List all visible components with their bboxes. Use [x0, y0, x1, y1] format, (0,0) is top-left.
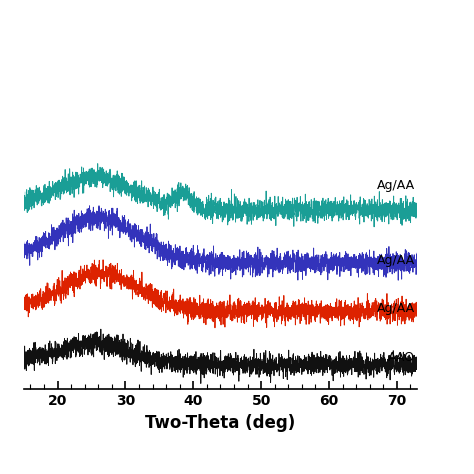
- Text: Ag/AA: Ag/AA: [377, 179, 415, 192]
- Text: AAO: AAO: [388, 351, 415, 364]
- Text: Ag/AA: Ag/AA: [377, 302, 415, 315]
- Text: Ag/AA: Ag/AA: [377, 254, 415, 267]
- X-axis label: Two-Theta (deg): Two-Theta (deg): [146, 414, 295, 432]
